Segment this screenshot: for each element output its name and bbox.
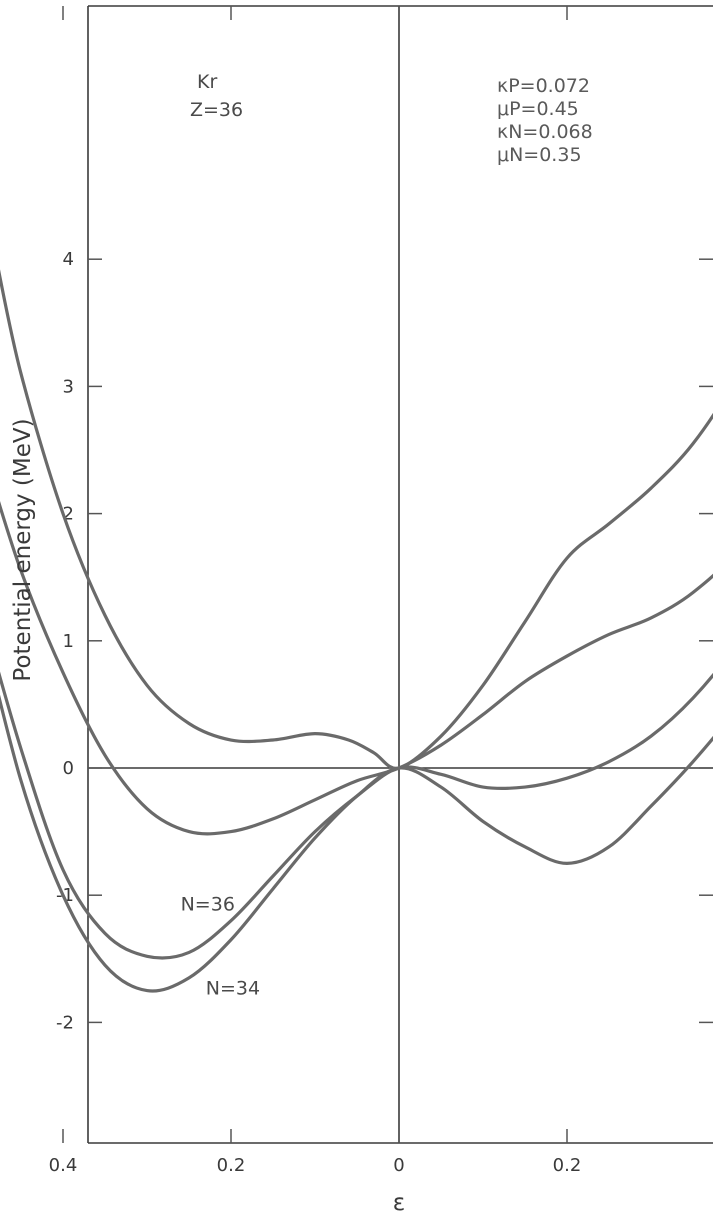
curves — [0, 269, 713, 993]
nucleus-charge: Z=36 — [190, 99, 243, 121]
nucleus-element: Kr — [197, 71, 217, 93]
y-axis-title: Potential energy (MeV) — [10, 418, 36, 681]
nucleus-label: Kr Z=36 — [190, 71, 243, 121]
x-tick-label: 0.2 — [553, 1155, 582, 1176]
x-tick-label: 0.2 — [217, 1155, 246, 1176]
y-tick-label: 4 — [63, 249, 74, 270]
x-tick-label: 0 — [393, 1155, 404, 1176]
curve-label-n34-left: N=34 — [206, 977, 260, 999]
x-tick-label: 0.4 — [49, 1155, 78, 1176]
parameter-kappa-n: κN=0.068 — [497, 121, 593, 143]
y-tick-label: -2 — [56, 1012, 74, 1033]
curve-labels: N=40N=40N=38N=38N=36N=36N=34N=34 — [181, 893, 261, 999]
x-axis-title: ε — [393, 1190, 405, 1216]
plot-frame — [87, 5, 713, 1144]
parameter-kappa-p: κP=0.072 — [497, 75, 590, 97]
curve-label-n36-left: N=36 — [181, 893, 235, 915]
curve-n36 — [0, 671, 713, 960]
curve-n40 — [0, 269, 713, 770]
y-tick-label: 3 — [63, 376, 74, 397]
parameter-mu-n: μN=0.35 — [497, 144, 582, 166]
y-tick-label: 0 — [63, 758, 74, 779]
curve-n34 — [0, 694, 713, 993]
y-tick-label: 1 — [63, 631, 74, 652]
parameter-block: κP=0.072 μP=0.45 κN=0.068 μN=0.35 — [497, 75, 593, 166]
parameter-mu-p: μP=0.45 — [497, 98, 579, 120]
y-tick-label: 2 — [63, 504, 74, 525]
